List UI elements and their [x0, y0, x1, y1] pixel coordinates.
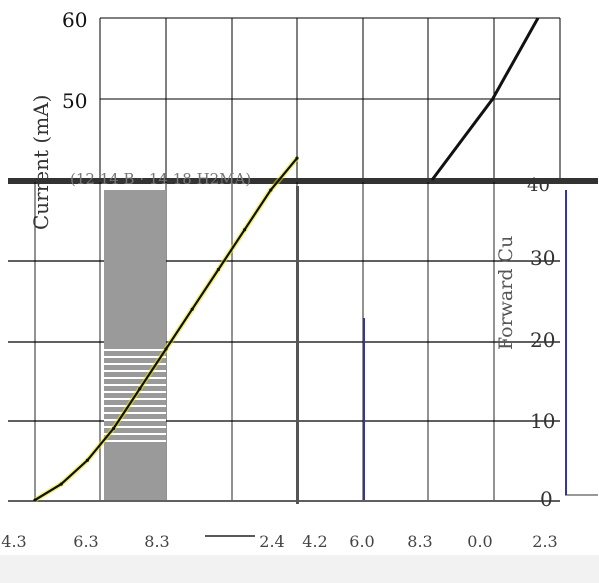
series-line [430, 17, 540, 181]
footer-strip [0, 555, 599, 583]
y-tick-label: 60 [62, 8, 87, 32]
shaded-band [104, 190, 166, 500]
series-point [164, 347, 168, 351]
x-tick-label: 2.3 [532, 532, 557, 551]
x-tick-label: 6.0 [349, 532, 374, 551]
series-point [269, 188, 273, 192]
y2-tick-label: 20 [530, 328, 555, 352]
header-text: (12 14 B · 14 18 H2MA) [70, 170, 251, 188]
axis-mark [296, 186, 299, 504]
axis-mark [363, 318, 365, 500]
series-point [33, 498, 37, 502]
x-tick-label: 8.3 [407, 532, 432, 551]
series-point [138, 387, 142, 391]
series-point [295, 156, 299, 160]
y2-tick-label: 40 [527, 175, 550, 196]
series-point [190, 307, 194, 311]
series-point [85, 458, 89, 462]
series-point [216, 267, 220, 272]
series-lines [33, 17, 540, 503]
x-tick-label: 4.2 [302, 532, 327, 551]
series-point [243, 228, 247, 232]
y2-tick-label: 0 [540, 487, 553, 511]
y-tick-label: 50 [62, 89, 87, 113]
x-tick-label: 2.4 [259, 532, 284, 551]
x-tick-labels: 4.3 6.3 8.3 2.4 4.2 6.0 8.3 0.0 2.3 [1, 532, 557, 551]
x-tick-label: 6.3 [73, 532, 98, 551]
y2-tick-label: 10 [530, 409, 555, 433]
panel-separator [8, 178, 598, 184]
y2-axis-label: Forward Cu [495, 236, 517, 350]
series-point [112, 426, 116, 431]
tick-labels: 60 50 Current (mA) Forward Cu (12 14 B ·… [29, 8, 555, 511]
x-tick-label: 4.3 [1, 532, 26, 551]
x-tick-label: 0.0 [467, 532, 492, 551]
y2-tick-label: 30 [530, 246, 555, 270]
x-tick-label: 8.3 [144, 532, 169, 551]
shaded-bands [104, 186, 598, 504]
series-point [59, 482, 63, 486]
y-axis-label: Current (mA) [29, 95, 53, 230]
axis-mark [565, 190, 567, 495]
